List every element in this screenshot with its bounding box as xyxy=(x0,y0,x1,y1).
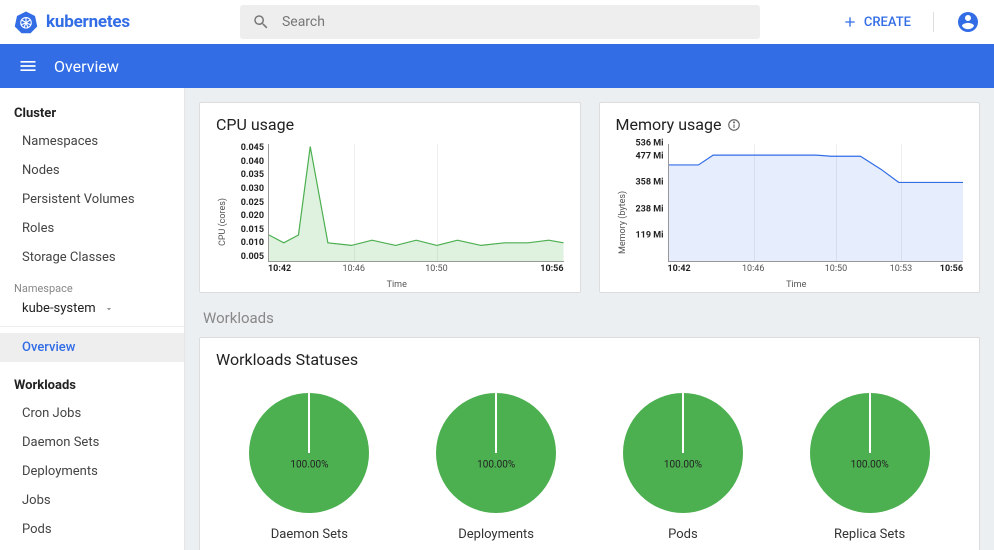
cpu-usage-panel: CPU usage CPU (cores) 0.0450.0400.0350.0… xyxy=(199,102,581,293)
status-pie-deployments: 100.00%Deployments xyxy=(436,393,556,542)
sidebar-item-storage-classes[interactable]: Storage Classes xyxy=(0,243,184,272)
sidebar-item-daemon-sets[interactable]: Daemon Sets xyxy=(0,428,184,457)
status-pie-replica-sets: 100.00%Replica Sets xyxy=(810,393,930,542)
sidebar-item-cron-jobs[interactable]: Cron Jobs xyxy=(0,399,184,428)
cpu-panel-title: CPU usage xyxy=(216,115,564,134)
kubernetes-icon xyxy=(14,10,38,34)
namespace-select[interactable]: kube-system xyxy=(0,297,184,327)
create-button[interactable]: CREATE xyxy=(842,14,911,30)
namespace-value: kube-system xyxy=(22,301,96,316)
memory-usage-panel: Memory usage Memory (bytes) 536 Mi477 Mi… xyxy=(599,102,981,293)
memory-ylabel: Memory (bytes) xyxy=(616,144,630,284)
sidebar: Cluster NamespacesNodesPersistent Volume… xyxy=(0,88,185,550)
sidebar-group-workloads: Workloads xyxy=(0,370,184,399)
brand-logo[interactable]: kubernetes xyxy=(14,10,130,34)
sidebar-item-replica-sets[interactable]: Replica Sets xyxy=(0,544,184,550)
account-icon[interactable] xyxy=(956,10,980,34)
cpu-chart: 0.0450.0400.0350.0300.0250.0200.0150.010… xyxy=(230,144,564,284)
plus-icon xyxy=(842,14,858,30)
info-icon[interactable] xyxy=(727,118,741,132)
sidebar-group-cluster: Cluster xyxy=(0,98,184,127)
sidebar-item-namespaces[interactable]: Namespaces xyxy=(0,127,184,156)
status-pie-pods: 100.00%Pods xyxy=(623,393,743,542)
search-icon xyxy=(252,13,270,31)
workloads-statuses-panel: Workloads Statuses 100.00%Daemon Sets 100… xyxy=(199,337,980,550)
topbar: kubernetes Search CREATE xyxy=(0,0,994,44)
brand-name: kubernetes xyxy=(46,12,130,32)
search-placeholder: Search xyxy=(282,14,325,30)
subheader: Overview xyxy=(0,44,994,88)
search-input[interactable]: Search xyxy=(240,5,760,39)
chevron-down-icon xyxy=(104,304,114,314)
sidebar-item-jobs[interactable]: Jobs xyxy=(0,486,184,515)
sidebar-item-overview[interactable]: Overview xyxy=(0,333,184,362)
sidebar-item-deployments[interactable]: Deployments xyxy=(0,457,184,486)
sidebar-item-persistent-volumes[interactable]: Persistent Volumes xyxy=(0,185,184,214)
create-label: CREATE xyxy=(864,15,911,30)
main-content: CPU usage CPU (cores) 0.0450.0400.0350.0… xyxy=(185,88,994,550)
menu-icon[interactable] xyxy=(18,56,38,76)
memory-chart: 536 Mi477 Mi358 Mi238 Mi119 Mi10:4210:46… xyxy=(630,144,964,284)
cpu-ylabel: CPU (cores) xyxy=(216,144,230,284)
memory-panel-title: Memory usage xyxy=(616,115,722,134)
statuses-title: Workloads Statuses xyxy=(216,350,963,369)
status-pie-daemon-sets: 100.00%Daemon Sets xyxy=(249,393,369,542)
sidebar-item-nodes[interactable]: Nodes xyxy=(0,156,184,185)
sidebar-item-pods[interactable]: Pods xyxy=(0,515,184,544)
namespace-label: Namespace xyxy=(0,272,184,297)
topbar-divider xyxy=(933,12,934,32)
page-title: Overview xyxy=(54,57,119,76)
workloads-section-label: Workloads xyxy=(199,293,980,337)
sidebar-item-roles[interactable]: Roles xyxy=(0,214,184,243)
